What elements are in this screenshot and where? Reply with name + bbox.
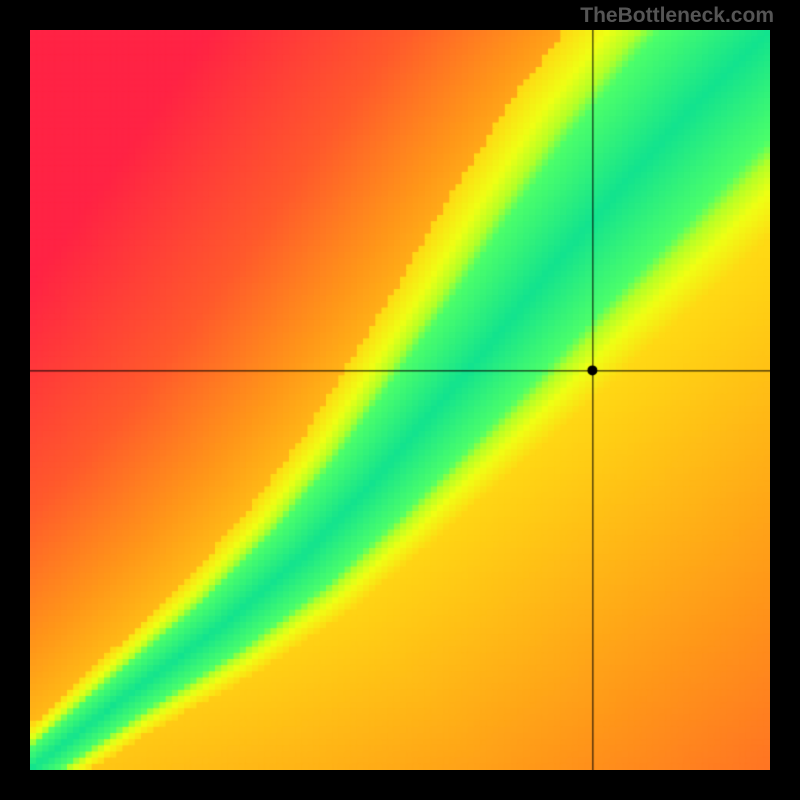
chart-container: TheBottleneck.com xyxy=(0,0,800,800)
bottleneck-heatmap xyxy=(30,30,770,770)
watermark-text: TheBottleneck.com xyxy=(580,4,774,28)
